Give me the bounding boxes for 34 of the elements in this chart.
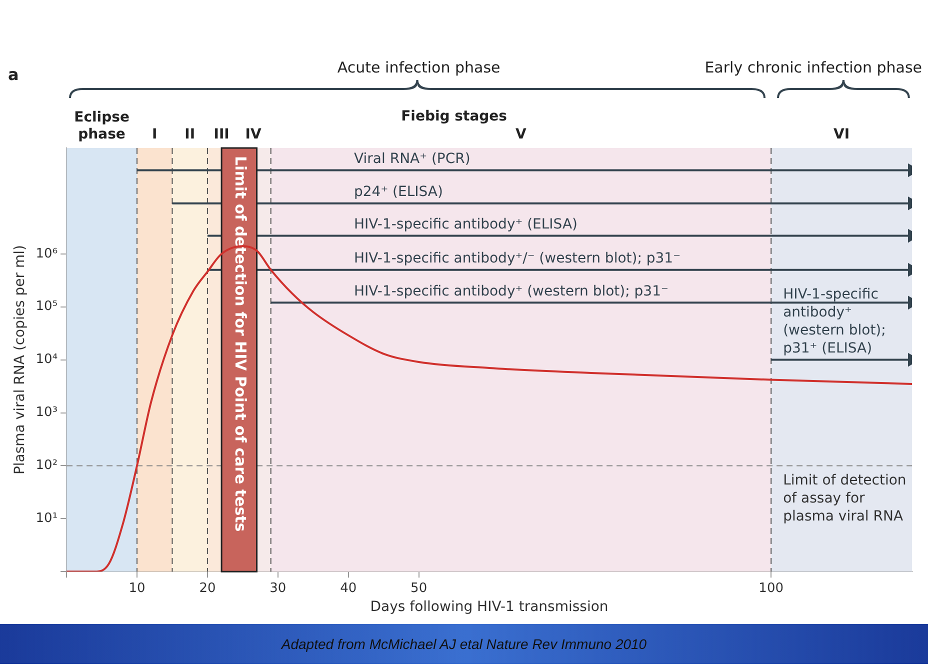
x-tick-label: 100: [758, 580, 784, 596]
series-label: HIV-1-specific antibody⁺ (western blot); p31⁻: [354, 283, 668, 300]
y-tick-label: 10⁴: [36, 352, 58, 368]
ref-line-label: Limit of detection of assay for plasma viral RNA: [783, 472, 906, 524]
text: a: [8, 65, 19, 84]
series-label: HIV-1-specific antibody⁺ (ELISA): [354, 216, 578, 232]
band-label: III: [214, 126, 230, 143]
x-tick-label: 30: [270, 580, 286, 596]
text: Fiebig stages: [401, 108, 508, 125]
y-tick-label: 10³: [36, 405, 58, 420]
x-axis-title: Days following HIV-1 transmission: [370, 599, 608, 616]
band-label: IV: [245, 126, 262, 143]
text: Acute infection phase: [337, 58, 500, 76]
band-label: Limit of detection for HIV Point of care tests: [231, 156, 250, 532]
band-label: V: [516, 126, 527, 143]
series-label: Viral RNA⁺ (PCR): [354, 150, 470, 167]
y-tick-label: 10⁵: [36, 299, 58, 314]
y-tick-label: 10⁶: [36, 246, 58, 262]
band-label: VI: [834, 126, 850, 143]
x-tick-label: 40: [340, 580, 357, 596]
text: Early chronic infection phase: [704, 58, 922, 76]
x-tick-label: 10: [128, 580, 146, 596]
text: Adapted from McMichael AJ etal Nature Rev Immuno 2010: [0, 624, 928, 664]
band-label: Eclipse phase: [74, 110, 130, 143]
x-tick-label: 20: [199, 580, 216, 596]
series-label: HIV-1-specific antibody⁺ (western blot); p31⁺ (ELISA): [783, 286, 886, 356]
y-axis-title: Plasma viral RNA (copies per ml): [12, 245, 28, 475]
y-tick-label: 10¹: [36, 511, 58, 526]
x-tick-label: 50: [410, 580, 428, 596]
band-label: I: [152, 126, 158, 143]
series-label: p24⁺ (ELISA): [354, 184, 443, 200]
y-tick-label: 10²: [36, 458, 58, 474]
band-label: II: [184, 126, 196, 143]
series-label: HIV-1-specific antibody⁺/⁻ (western blot); p31⁻: [354, 250, 680, 266]
